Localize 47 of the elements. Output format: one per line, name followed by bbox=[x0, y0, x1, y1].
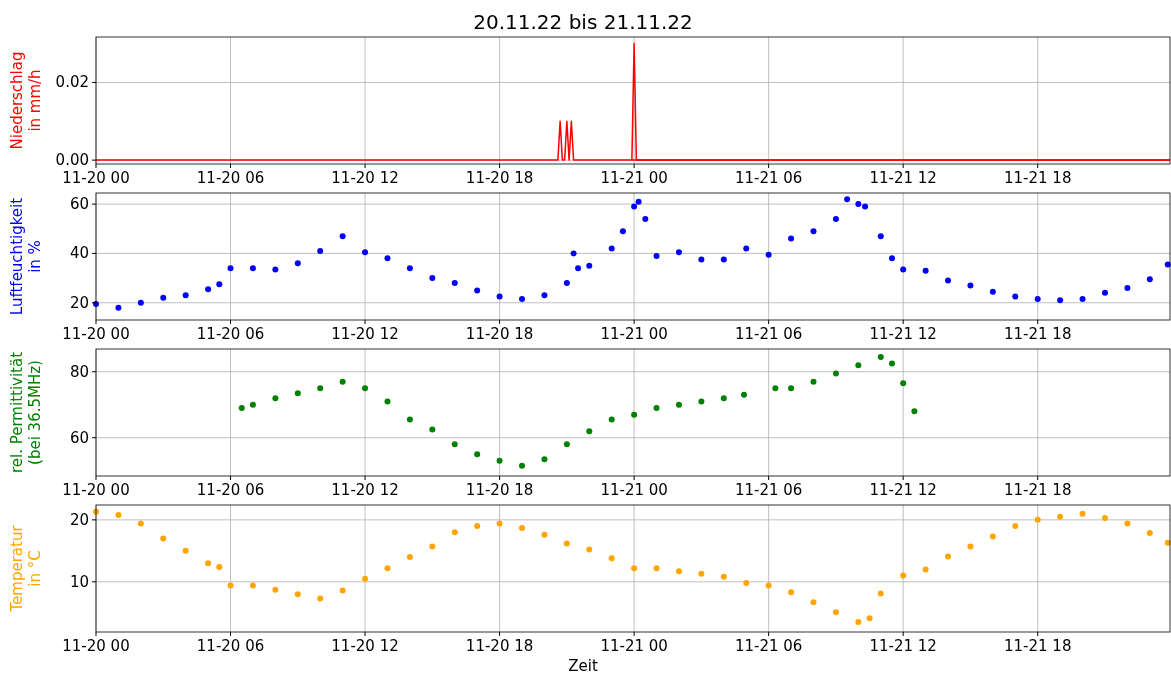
x-tick-label: 11-21 00 bbox=[600, 481, 668, 499]
x-tick-label: 11-21 00 bbox=[600, 637, 668, 655]
y-tick-label: 80 bbox=[69, 362, 89, 381]
y-tick-label: 60 bbox=[69, 195, 89, 214]
x-tick-label: 11-21 06 bbox=[734, 637, 803, 655]
x-tick-label: 11-21 12 bbox=[869, 169, 937, 187]
x-tick-label: 11-21 12 bbox=[869, 637, 937, 655]
x-tick-label: 11-21 06 bbox=[734, 325, 803, 343]
x-axis-title: Zeit bbox=[568, 657, 598, 674]
x-tick-label: 11-21 12 bbox=[869, 481, 937, 499]
x-tick-label: 11-20 00 bbox=[62, 637, 130, 655]
x-tick-label: 11-20 00 bbox=[62, 325, 130, 343]
x-tick-label: 11-20 18 bbox=[465, 481, 534, 499]
x-tick-label: 11-21 18 bbox=[1003, 481, 1072, 499]
x-tick-label: 11-21 18 bbox=[1003, 637, 1072, 655]
y-axis-title: Temperatur in °C bbox=[8, 524, 44, 613]
x-tick-label: 11-20 06 bbox=[196, 637, 265, 655]
y-tick-label: 10 bbox=[69, 572, 89, 591]
y-axis-title: rel. Permittivität (bei 36.5MHz) bbox=[8, 351, 44, 474]
x-tick-label: 11-21 06 bbox=[734, 481, 803, 499]
y-tick-label: 60 bbox=[69, 428, 89, 447]
x-tick-label: 11-20 12 bbox=[331, 637, 399, 655]
y-tick-label: 0.00 bbox=[55, 151, 89, 170]
y-axis-title: Luftfeuchtigkeit in % bbox=[8, 197, 44, 316]
x-tick-label: 11-21 06 bbox=[734, 169, 803, 187]
x-tick-label: 11-20 12 bbox=[331, 169, 399, 187]
y-axis-title: Niederschlag in mm/h bbox=[8, 51, 44, 150]
x-tick-label: 11-20 18 bbox=[465, 169, 534, 187]
y-tick-label: 20 bbox=[69, 293, 89, 312]
x-tick-label: 11-20 00 bbox=[62, 481, 130, 499]
x-tick-label: 11-20 06 bbox=[196, 325, 265, 343]
chart-title: 20.11.22 bis 21.11.22 bbox=[473, 10, 693, 34]
y-tick-label: 20 bbox=[69, 510, 89, 529]
x-tick-label: 11-20 06 bbox=[196, 481, 265, 499]
x-tick-label: 11-21 18 bbox=[1003, 169, 1072, 187]
y-tick-label: 0.02 bbox=[55, 73, 89, 92]
x-tick-label: 11-20 12 bbox=[331, 481, 399, 499]
x-tick-label: 11-21 00 bbox=[600, 325, 668, 343]
x-tick-label: 11-21 12 bbox=[869, 325, 937, 343]
x-tick-label: 11-21 18 bbox=[1003, 325, 1072, 343]
x-tick-label: 11-20 12 bbox=[331, 325, 399, 343]
x-tick-label: 11-20 18 bbox=[465, 325, 534, 343]
y-tick-label: 40 bbox=[69, 244, 89, 263]
x-tick-label: 11-20 06 bbox=[196, 169, 265, 187]
x-tick-label: 11-21 00 bbox=[600, 169, 668, 187]
x-tick-label: 11-20 00 bbox=[62, 169, 130, 187]
x-tick-label: 11-20 18 bbox=[465, 637, 534, 655]
